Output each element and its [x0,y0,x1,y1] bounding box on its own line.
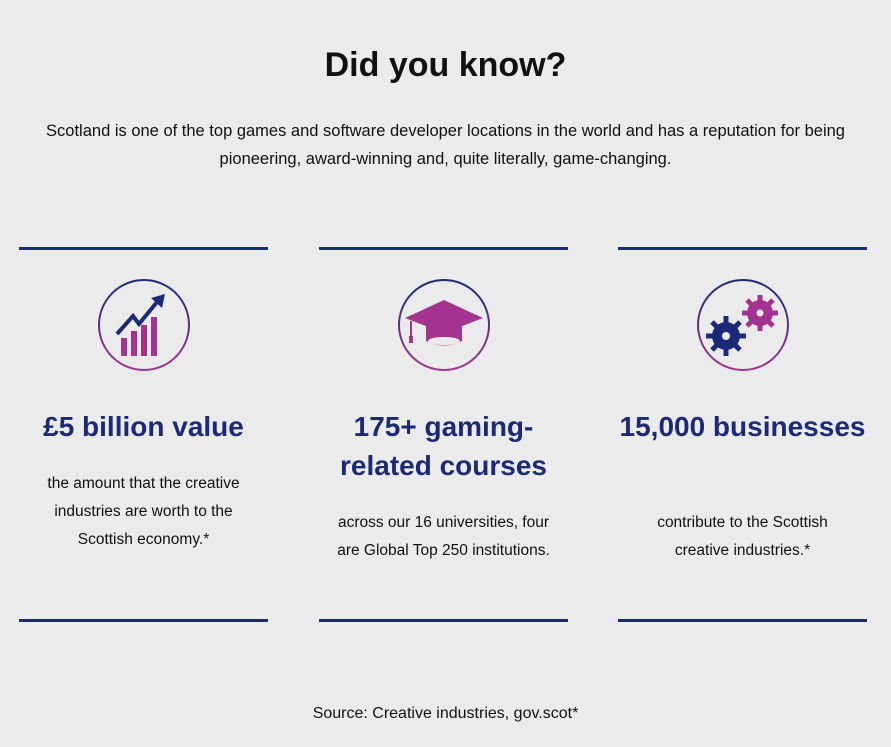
stat-heading: 15,000 businesses [619,411,866,442]
intro-text: Scotland is one of the top games and sof… [46,122,845,168]
divider [19,619,268,622]
stat-card-value: £5 billion value the amount that the cre… [19,247,268,622]
stat-description: contribute to the Scottish creative indu… [657,514,828,559]
divider [618,247,867,250]
stat-heading: 175+ gaming-related courses [340,411,547,481]
stat-card-businesses: 15,000 businesses contribute to the Scot… [618,247,867,622]
source-note: Source: Creative industries, gov.scot* [312,705,579,722]
stat-description: the amount that the creative industries … [47,475,240,548]
page-title: Did you know? [324,46,567,84]
divider [19,247,268,250]
graduation-cap-icon [398,279,490,371]
divider [319,619,568,622]
growth-chart-icon [98,279,190,371]
stat-card-courses: 175+ gaming-related courses across our 1… [319,247,568,622]
divider [319,247,568,250]
gears-icon [697,279,789,371]
divider [618,619,867,622]
stat-description: across our 16 universities, four are Glo… [337,514,550,559]
stat-heading: £5 billion value [43,411,244,442]
